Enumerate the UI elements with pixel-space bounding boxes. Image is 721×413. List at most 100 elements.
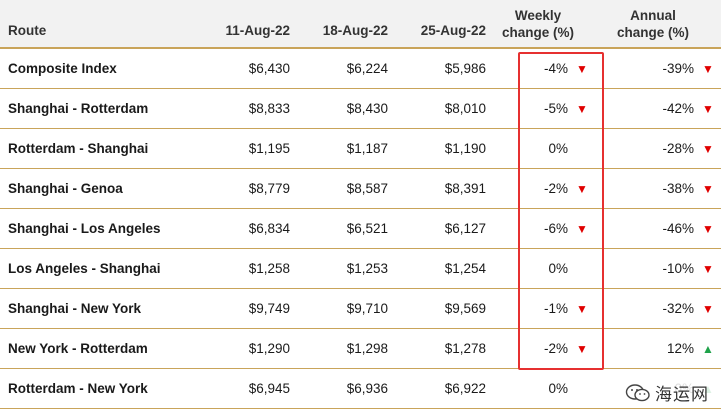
header-route: Route [8, 23, 47, 38]
annual-change-value: -42% [662, 101, 694, 116]
down-arrow-icon: ▼ [702, 141, 714, 156]
weekly-change: 0%▼ [486, 381, 590, 396]
route-name: Shanghai - Rotterdam [8, 101, 149, 116]
table-row: Los Angeles - Shanghai $1,258 $1,253 $1,254… [0, 249, 721, 289]
table-row: Shanghai - Rotterdam $8,833 $8,430 $8,010 -5… [0, 89, 721, 129]
down-arrow-icon: ▼ [702, 261, 714, 276]
rate-date-1: $6,430 [248, 61, 290, 76]
route-name: Los Angeles - Shanghai [8, 261, 161, 276]
weekly-change-value: 0% [548, 141, 568, 156]
rate-date-2: $6,224 [346, 61, 388, 76]
rate-date-1: $1,290 [248, 341, 290, 356]
annual-change: -39% ▼ [590, 61, 716, 76]
weekly-change-value: -1% [543, 301, 568, 316]
table-row: New York - Rotterdam $1,290 $1,298 $1,278 -2… [0, 329, 721, 369]
header-weekly-line1: Weekly [514, 7, 562, 23]
rate-date-2: $6,936 [346, 381, 388, 396]
rate-date-3: $1,190 [444, 141, 486, 156]
annual-change-value: 12% [666, 341, 694, 356]
rate-date-3: $1,278 [444, 341, 486, 356]
down-arrow-icon: ▼ [576, 341, 588, 356]
weekly-change: -2% ▼ [486, 341, 590, 356]
weekly-change-value: -5% [543, 101, 568, 116]
annual-change-value: -39% [662, 61, 694, 76]
rate-date-1: $9,749 [248, 301, 290, 316]
weekly-change: 0%▼ [486, 261, 590, 276]
watermark-text: 海运网 [655, 385, 709, 405]
route-name: Shanghai - New York [8, 301, 142, 316]
table-header-row: Route 11-Aug-22 18-Aug-22 25-Aug-22 Week… [0, 0, 721, 49]
weekly-change: -5% ▼ [486, 101, 590, 116]
rate-date-2: $1,253 [346, 261, 388, 276]
rate-date-3: $9,569 [444, 301, 486, 316]
weekly-change-value: -2% [543, 341, 568, 356]
down-arrow-icon: ▼ [702, 301, 714, 316]
rate-date-2: $9,710 [346, 301, 388, 316]
header-annual-line1: Annual [630, 7, 676, 23]
weekly-change: -4% ▼ [486, 61, 590, 76]
weekly-change-value: -2% [543, 181, 568, 196]
table-row: Shanghai - Genoa $8,779 $8,587 $8,391 -2% ▼ -3… [0, 169, 721, 209]
rate-date-2: $1,187 [346, 141, 388, 156]
rate-date-3: $6,127 [444, 221, 486, 236]
annual-change: 12% ▲ [590, 341, 716, 356]
table-row: Composite Index $6,430 $6,224 $5,986 -4% ▼ -39… [0, 49, 721, 89]
rate-date-1: $1,258 [248, 261, 290, 276]
down-arrow-icon: ▼ [576, 301, 588, 316]
rate-date-1: $6,945 [248, 381, 290, 396]
down-arrow-icon: ▼ [702, 101, 714, 116]
rate-date-2: $8,430 [346, 101, 388, 116]
rate-date-1: $1,195 [248, 141, 290, 156]
down-arrow-icon: ▼ [702, 61, 714, 76]
annual-change: -28% ▼ [590, 141, 716, 156]
table-row: Rotterdam - New York $6,945 $6,936 $6,922 0%… [0, 369, 721, 409]
weekly-change: -2% ▼ [486, 181, 590, 196]
watermark: 海运网 [621, 378, 713, 407]
up-arrow-icon: ▲ [702, 341, 714, 356]
weekly-change-value: -4% [543, 61, 568, 76]
rate-date-2: $1,298 [346, 341, 388, 356]
route-name: Composite Index [8, 61, 117, 76]
rate-date-1: $8,779 [248, 181, 290, 196]
route-name: Rotterdam - Shanghai [8, 141, 149, 156]
rate-date-2: $8,587 [346, 181, 388, 196]
down-arrow-icon: ▼ [702, 221, 714, 236]
rate-date-3: $1,254 [444, 261, 486, 276]
weekly-change-value: 0% [548, 381, 568, 396]
header-date-2: 18-Aug-22 [322, 23, 388, 38]
table-row: Shanghai - Los Angeles $6,834 $6,521 $6,127… [0, 209, 721, 249]
weekly-change-value: -6% [543, 221, 568, 236]
down-arrow-icon: ▼ [702, 181, 714, 196]
annual-change-value: -28% [662, 141, 694, 156]
route-name: Rotterdam - New York [8, 381, 148, 396]
rate-date-3: $6,922 [444, 381, 486, 396]
header-weekly-line2: change (%) [501, 24, 574, 40]
down-arrow-icon: ▼ [576, 101, 588, 116]
weekly-change: -6% ▼ [486, 221, 590, 236]
down-arrow-icon: ▼ [576, 221, 588, 236]
rate-date-3: $8,010 [444, 101, 486, 116]
weekly-change-value: 0% [548, 261, 568, 276]
rate-date-2: $6,521 [346, 221, 388, 236]
annual-change-value: -46% [662, 221, 694, 236]
annual-change: -10% ▼ [590, 261, 716, 276]
annual-change: -32% ▼ [590, 301, 716, 316]
down-arrow-icon: ▼ [576, 181, 588, 196]
annual-change: -46% ▼ [590, 221, 716, 236]
header-date-3: 25-Aug-22 [420, 23, 486, 38]
annual-change: -42% ▼ [590, 101, 716, 116]
route-name: Shanghai - Los Angeles [8, 221, 161, 236]
down-arrow-icon: ▼ [576, 61, 588, 76]
table-row: Rotterdam - Shanghai $1,195 $1,187 $1,190 0%… [0, 129, 721, 169]
weekly-change: -1% ▼ [486, 301, 590, 316]
rate-date-3: $8,391 [444, 181, 486, 196]
weekly-change: 0%▼ [486, 141, 590, 156]
annual-change-value: -10% [662, 261, 694, 276]
header-date-1: 11-Aug-22 [225, 23, 290, 38]
header-weekly-change: Weekly change (%) [486, 7, 590, 41]
annual-change: -38% ▼ [590, 181, 716, 196]
header-annual-change: Annual change (%) [590, 7, 716, 41]
wechat-logo-icon [625, 383, 650, 401]
rate-date-1: $6,834 [248, 221, 290, 236]
